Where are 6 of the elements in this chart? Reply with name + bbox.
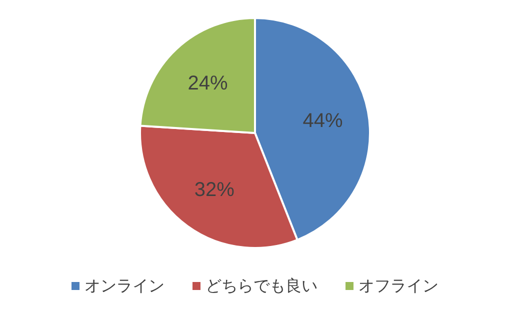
data-label: 44% (302, 110, 344, 132)
legend-label: オンライン (84, 278, 164, 295)
data-label: 24% (188, 72, 228, 95)
legend-label: どちらでも良い (206, 277, 318, 295)
data-label: 32% (194, 178, 235, 201)
legend-label: オフライン (358, 278, 438, 295)
